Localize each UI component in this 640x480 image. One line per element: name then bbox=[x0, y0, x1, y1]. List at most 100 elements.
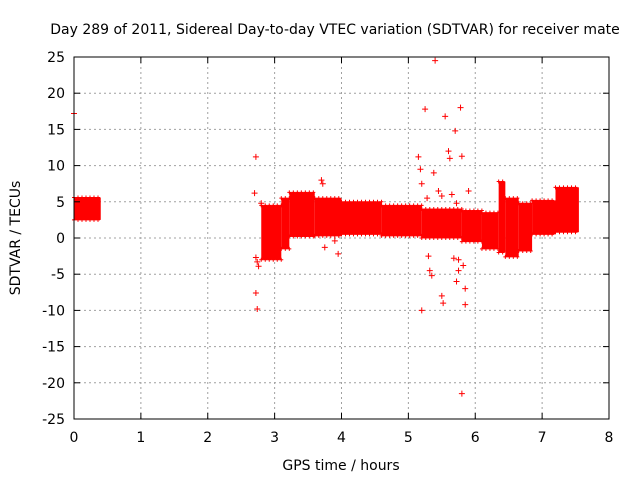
data-band-edge-point bbox=[84, 195, 88, 222]
data-band bbox=[518, 203, 533, 252]
data-point bbox=[438, 193, 445, 200]
data-band-edge-point bbox=[351, 199, 356, 237]
y-tick-label: 15 bbox=[47, 122, 65, 138]
data-band-edge-point bbox=[96, 195, 100, 222]
data-band-edge-point bbox=[332, 196, 337, 238]
data-point bbox=[465, 187, 472, 194]
data-band-edge-point bbox=[383, 203, 388, 238]
data-band-edge-point bbox=[507, 196, 512, 259]
data-point bbox=[261, 209, 268, 216]
data-band-edge-point bbox=[283, 196, 288, 251]
x-axis-label: GPS time / hours bbox=[282, 458, 399, 474]
data-point bbox=[254, 305, 261, 312]
data-band-edge-point bbox=[503, 196, 508, 259]
data-point bbox=[448, 191, 455, 198]
data-band-edge-point bbox=[455, 207, 460, 240]
data-band-edge-point bbox=[316, 196, 321, 238]
data-band-edge-point bbox=[431, 207, 436, 240]
data-band-edge-point bbox=[415, 203, 420, 238]
data-band bbox=[532, 200, 556, 235]
data-band-edge-point bbox=[76, 195, 80, 222]
data-point bbox=[458, 153, 465, 160]
x-tick-label: 0 bbox=[70, 430, 79, 446]
data-band-edge-point bbox=[467, 208, 472, 244]
data-band-edge-point bbox=[403, 203, 408, 238]
data-band-edge-point bbox=[515, 196, 520, 259]
data-band-edge-point bbox=[496, 179, 501, 255]
data-band-edge-point bbox=[542, 198, 547, 237]
data-band-edge-point bbox=[491, 210, 496, 251]
data-band-edge-point bbox=[291, 190, 296, 239]
data-band-edge-point bbox=[423, 207, 428, 240]
data-band-edge-point bbox=[538, 198, 543, 237]
data-point bbox=[453, 278, 460, 285]
data-band-edge-point bbox=[463, 208, 468, 244]
data-band bbox=[555, 187, 579, 233]
data-point bbox=[417, 166, 424, 173]
data-point bbox=[455, 256, 462, 263]
data-point bbox=[435, 187, 442, 194]
data-point bbox=[438, 292, 445, 299]
y-tick-label: -10 bbox=[42, 303, 65, 319]
data-band bbox=[421, 209, 462, 238]
data-band bbox=[261, 205, 282, 260]
data-band-edge-point bbox=[495, 210, 500, 251]
data-band-edge-point bbox=[483, 210, 488, 251]
data-point bbox=[422, 106, 429, 113]
data-point bbox=[452, 127, 459, 134]
y-tick-label: -5 bbox=[51, 267, 65, 283]
data-point bbox=[254, 258, 261, 265]
data-point bbox=[453, 200, 460, 207]
data-band-edge-point bbox=[534, 198, 539, 237]
data-point bbox=[466, 213, 473, 220]
data-point bbox=[252, 290, 259, 297]
data-band-edge-point bbox=[347, 199, 352, 237]
data-point bbox=[415, 153, 422, 160]
data-band-edge-point bbox=[339, 199, 344, 237]
data-point bbox=[460, 262, 467, 269]
data-band-edge-point bbox=[387, 203, 392, 238]
chart-title: Day 289 of 2011, Sidereal Day-to-day VTE… bbox=[50, 22, 620, 38]
x-tick-label: 1 bbox=[136, 430, 145, 446]
data-point bbox=[418, 307, 425, 314]
x-tick-label: 8 bbox=[605, 430, 614, 446]
data-point bbox=[430, 169, 437, 176]
y-tick-label: -15 bbox=[42, 340, 65, 356]
data-band-edge-point bbox=[557, 185, 562, 235]
data-point bbox=[258, 200, 265, 207]
data-band bbox=[481, 212, 499, 249]
data-band-edge-point bbox=[80, 195, 84, 222]
data-band-edge-point bbox=[471, 208, 476, 244]
data-band-edge-point bbox=[439, 207, 444, 240]
data-point bbox=[457, 104, 464, 111]
data-band-edge-point bbox=[524, 201, 529, 254]
data-point bbox=[319, 180, 326, 187]
data-band-edge-point bbox=[263, 203, 268, 262]
data-band-edge-point bbox=[88, 195, 92, 222]
y-tick-label: 20 bbox=[47, 86, 65, 102]
data-band-edge-point bbox=[500, 179, 505, 255]
data-point bbox=[255, 263, 262, 270]
data-band-edge-point bbox=[528, 201, 533, 254]
data-point bbox=[418, 180, 425, 187]
data-band-edge-point bbox=[359, 199, 364, 237]
data-band-edge-point bbox=[565, 185, 570, 235]
data-band-edge-point bbox=[312, 196, 317, 238]
data-point bbox=[323, 220, 330, 227]
data-band-edge-point bbox=[447, 207, 452, 240]
x-tick-label: 6 bbox=[471, 430, 480, 446]
y-tick-label: 0 bbox=[56, 231, 65, 247]
data-band-edge-point bbox=[561, 185, 566, 235]
y-tick-label: 5 bbox=[56, 195, 65, 211]
data-band-edge-point bbox=[303, 190, 308, 239]
data-band-edge-point bbox=[320, 196, 325, 238]
data-band bbox=[461, 210, 482, 242]
data-band-edge-point bbox=[307, 190, 312, 239]
data-point bbox=[428, 272, 435, 279]
data-point bbox=[442, 113, 449, 120]
data-band-edge-point bbox=[451, 207, 456, 240]
data-band-edge-point bbox=[569, 185, 574, 235]
data-band bbox=[289, 192, 315, 237]
data-band-edge-point bbox=[279, 196, 284, 251]
data-point bbox=[440, 300, 447, 307]
